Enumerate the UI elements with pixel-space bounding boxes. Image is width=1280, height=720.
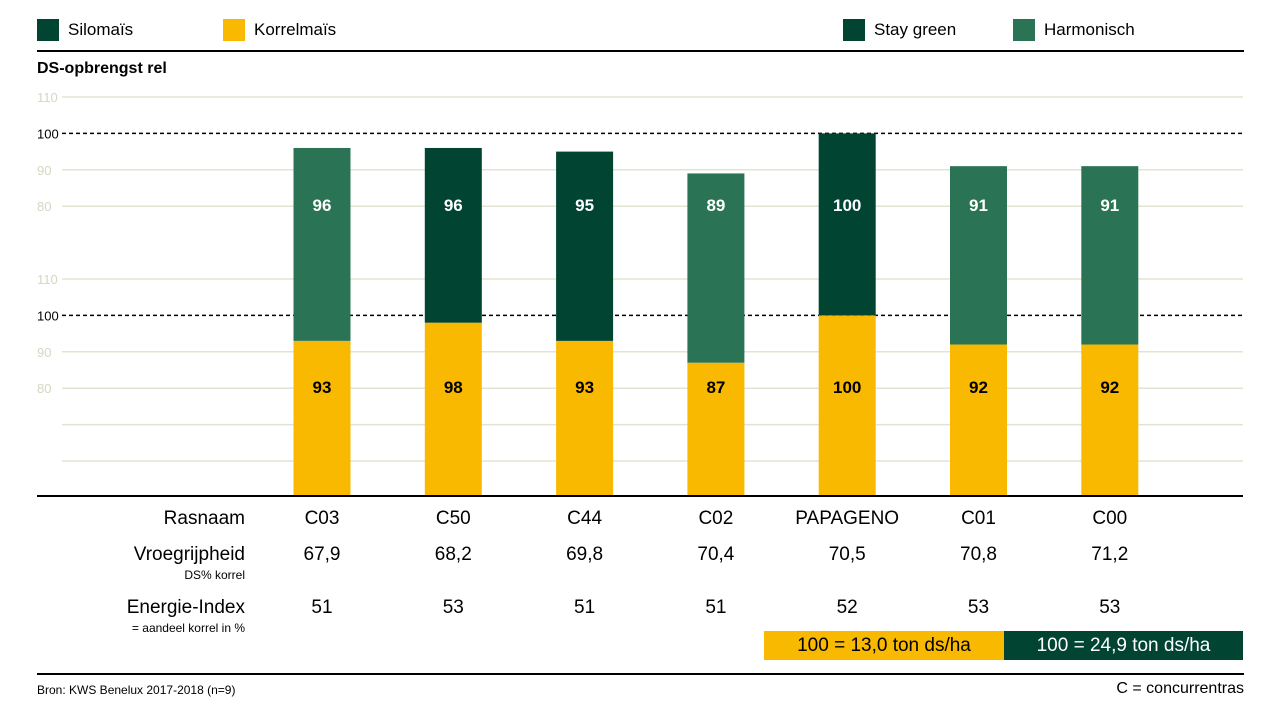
legend-harmonisch-label: Harmonisch xyxy=(1044,20,1135,39)
korrel-label-C50: 98 xyxy=(444,378,463,397)
legend-stay-green-label: Stay green xyxy=(874,20,957,39)
upper-tick-110: 110 xyxy=(37,90,58,105)
cell-rasnaam-papageno: PAPAGENO xyxy=(795,508,900,529)
korrel-label-C03: 93 xyxy=(313,378,332,397)
korrel-bar-C02 xyxy=(687,362,745,496)
legend-harmonisch: Harmonisch xyxy=(1013,18,1135,42)
cell-vroegrijpheid-c01: 70,8 xyxy=(960,544,997,565)
cell-rasnaam-c02: C02 xyxy=(698,508,734,529)
lower-tick-80: 80 xyxy=(37,381,51,396)
lower-tick-110: 110 xyxy=(37,272,58,287)
cell-rasnaam-c03: C03 xyxy=(304,508,340,529)
korrel-bar-C50 xyxy=(424,322,482,496)
swatch-korrelmais xyxy=(223,19,245,41)
source-note: Bron: KWS Benelux 2017-2018 (n=9) xyxy=(37,683,236,697)
upper-tick-100: 100 xyxy=(37,126,59,141)
silo-bar-C02 xyxy=(687,173,745,363)
cell-vroegrijpheid-c50: 68,2 xyxy=(434,544,472,565)
korrel-bar-PAPAGENO xyxy=(818,315,876,496)
silo-label-C02: 89 xyxy=(706,196,725,215)
legend-korrelmais-label: Korrelmaïs xyxy=(254,20,337,39)
cell-vroegrijpheid-c44: 69,8 xyxy=(566,544,604,565)
cell-energie-index-c01: 53 xyxy=(967,597,990,618)
swatch-silomais xyxy=(37,19,59,41)
silo-bar-C50 xyxy=(424,147,482,323)
silo-bar-C03 xyxy=(293,147,351,341)
korrel-bar-C00 xyxy=(1081,344,1139,496)
korrel-bar-C44 xyxy=(556,340,614,496)
korrel-label-PAPAGENO: 100 xyxy=(833,378,861,397)
cell-rasnaam-c50: C50 xyxy=(435,508,471,529)
row-sub-energie-index: = aandeel korrel in % xyxy=(131,621,245,635)
cell-energie-index-c44: 51 xyxy=(574,597,596,618)
cell-energie-index-papageno: 52 xyxy=(836,597,858,618)
lower-tick-100: 100 xyxy=(37,308,59,323)
korrel-label-C00: 92 xyxy=(1100,378,1119,397)
silo-bar-PAPAGENO xyxy=(818,133,876,316)
legend-stay-green: Stay green xyxy=(843,18,956,42)
silo-label-C50: 96 xyxy=(444,196,463,215)
cell-energie-index-c50: 53 xyxy=(442,597,464,618)
legend-korrelmais: Korrelmaïs xyxy=(223,18,336,42)
silo-bar-C00 xyxy=(1081,166,1139,345)
note-korrel: 100 = 13,0 ton ds/ha xyxy=(764,631,1004,660)
row-sub-vroegrijpheid: DS% korrel xyxy=(184,568,245,582)
cell-rasnaam-c00: C00 xyxy=(1092,508,1128,529)
cell-rasnaam-c01: C01 xyxy=(961,508,996,529)
korrel-label-C01: 92 xyxy=(969,378,988,397)
legend-silomais-label: Silomaïs xyxy=(68,20,134,39)
legend-silomais: Silomaïs xyxy=(37,18,133,42)
row-label-rasnaam: Rasnaam xyxy=(163,508,245,529)
cell-vroegrijpheid-c00: 71,2 xyxy=(1091,544,1129,565)
korrel-bar-C03 xyxy=(293,340,351,496)
swatch-stay-green xyxy=(843,19,865,41)
swatch-harmonisch xyxy=(1013,19,1035,41)
silo-label-C03: 96 xyxy=(313,196,332,215)
silo-bar-C01 xyxy=(950,166,1007,345)
cell-rasnaam-c44: C44 xyxy=(567,508,603,529)
silo-label-C44: 95 xyxy=(575,196,594,215)
chart-title: DS-opbrengst rel xyxy=(37,60,167,77)
upper-tick-90: 90 xyxy=(37,163,51,178)
korrel-label-C44: 93 xyxy=(575,378,594,397)
cell-energie-index-c02: 51 xyxy=(705,597,727,618)
cell-vroegrijpheid-papageno: 70,5 xyxy=(828,544,866,565)
top-rule xyxy=(37,50,1244,52)
silo-label-PAPAGENO: 100 xyxy=(833,196,861,215)
silo-bar-C44 xyxy=(556,151,614,341)
cell-energie-index-c00: 53 xyxy=(1099,597,1121,618)
note-silo: 100 = 24,9 ton ds/ha xyxy=(1004,631,1243,660)
cell-vroegrijpheid-c03: 67,9 xyxy=(303,544,341,565)
bottom-rule xyxy=(37,673,1244,675)
cell-energie-index-c03: 51 xyxy=(311,597,333,618)
korrel-label-C02: 87 xyxy=(706,378,725,397)
silo-label-C01: 91 xyxy=(969,196,988,215)
cell-vroegrijpheid-c02: 70,4 xyxy=(697,544,735,565)
lower-tick-90: 90 xyxy=(37,345,51,360)
row-label-energie-index: Energie-Index xyxy=(126,597,245,618)
concurrentras-note: C = concurrentras xyxy=(1116,680,1244,697)
upper-tick-80: 80 xyxy=(37,199,51,214)
row-label-vroegrijpheid: Vroegrijpheid xyxy=(133,544,245,565)
korrel-bar-C01 xyxy=(950,344,1007,496)
silo-label-C00: 91 xyxy=(1100,196,1119,215)
